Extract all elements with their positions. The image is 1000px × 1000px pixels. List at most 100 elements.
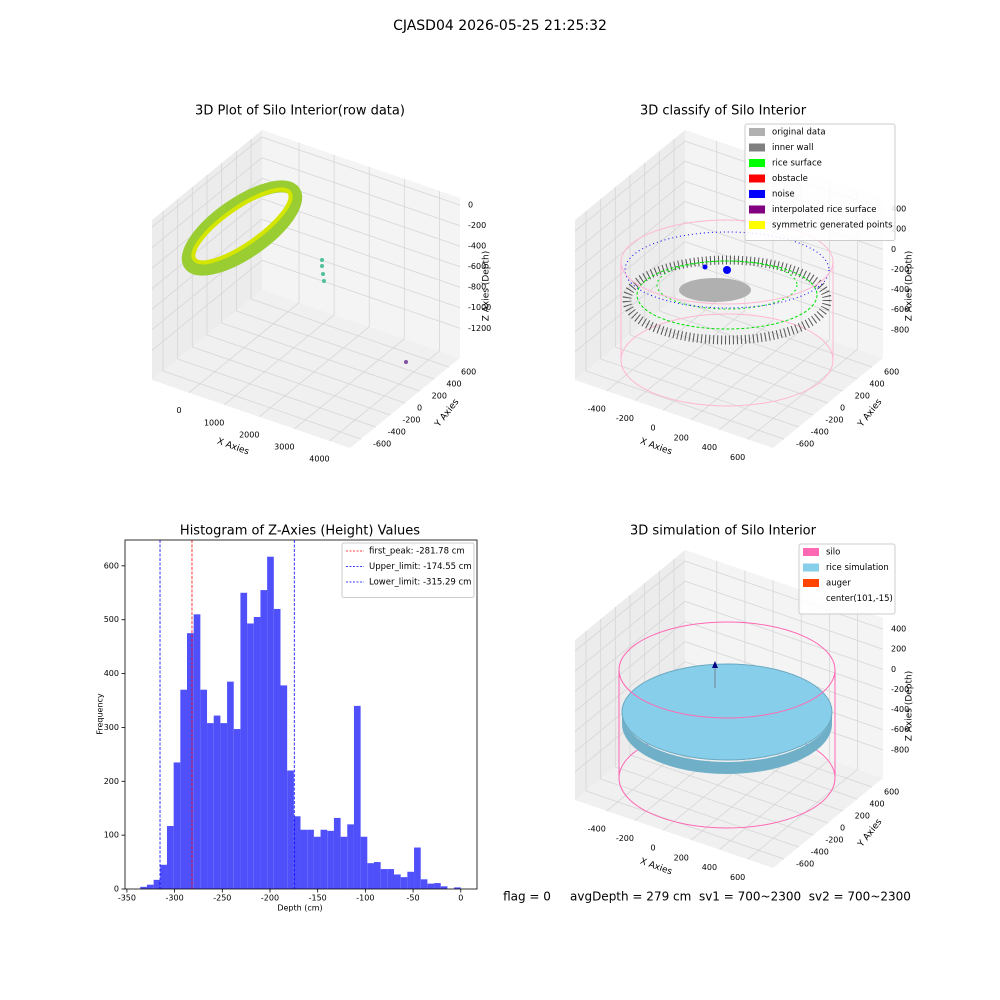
y-tick-label: 200 bbox=[855, 812, 870, 821]
legend-label: noise bbox=[772, 190, 795, 200]
y-tick-label: 400 bbox=[869, 800, 884, 809]
x-tick-label: 3000 bbox=[274, 442, 294, 451]
bar bbox=[440, 886, 448, 889]
y-tick-label: -200 bbox=[402, 416, 420, 425]
bar bbox=[387, 869, 395, 889]
grid-line bbox=[162, 370, 362, 440]
bar bbox=[347, 824, 354, 889]
y-tick-label: 0 bbox=[840, 404, 845, 413]
grid-line bbox=[659, 310, 858, 380]
x-tick-label: -100 bbox=[356, 894, 374, 903]
bar bbox=[273, 608, 281, 889]
point bbox=[321, 272, 325, 276]
bar bbox=[153, 879, 161, 889]
grid-line bbox=[151, 198, 263, 290]
point bbox=[320, 258, 324, 262]
z-tick-label: -800 bbox=[468, 283, 486, 292]
point bbox=[320, 264, 324, 268]
rice-ring bbox=[181, 180, 303, 276]
y-tick-label: 400 bbox=[446, 380, 461, 389]
legend-box bbox=[341, 542, 475, 598]
z-tick-label: 200 bbox=[891, 645, 906, 654]
z-tick-label: -200 bbox=[891, 685, 909, 694]
z-tick-label: -800 bbox=[891, 745, 909, 754]
silo-top bbox=[620, 219, 834, 305]
grid-line bbox=[629, 754, 829, 824]
bar bbox=[373, 862, 381, 889]
bar bbox=[454, 887, 461, 889]
z-tick-label: -200 bbox=[468, 221, 486, 230]
x-tick-label: -50 bbox=[407, 894, 420, 903]
grid-line bbox=[574, 641, 686, 732]
legend-patch bbox=[749, 143, 765, 152]
y-tick-label: 600 bbox=[884, 788, 899, 797]
x-tick-label: 0 bbox=[651, 844, 656, 853]
grid-line bbox=[574, 261, 686, 353]
grid-line bbox=[684, 600, 884, 670]
z-tick-label: -200 bbox=[891, 265, 909, 274]
bar bbox=[207, 723, 214, 889]
bar bbox=[307, 829, 314, 889]
legend-label: auger bbox=[826, 579, 851, 589]
y-axis-label: Frequency bbox=[96, 693, 105, 735]
legend-label: inner wall bbox=[772, 143, 813, 153]
figure-title: CJASD04 2026-05-25 21:25:32 bbox=[393, 18, 607, 34]
y-tick-label: 100 bbox=[104, 831, 119, 840]
bar bbox=[220, 723, 228, 889]
grid-line bbox=[615, 766, 814, 836]
bar bbox=[200, 689, 208, 889]
z-tick-label: 0 bbox=[891, 665, 896, 674]
x-tick-label: 400 bbox=[702, 443, 717, 452]
grid-line bbox=[600, 358, 799, 428]
x-tick-label: -150 bbox=[309, 894, 327, 903]
bar bbox=[160, 864, 167, 889]
x-tick-label: 600 bbox=[730, 873, 745, 882]
grid-line bbox=[151, 136, 263, 228]
legend-patch bbox=[803, 563, 819, 572]
y-tick-label: 600 bbox=[104, 561, 119, 570]
legend-label: rice surface bbox=[772, 159, 822, 169]
x-tick-label: -200 bbox=[616, 414, 634, 423]
bar bbox=[434, 883, 441, 889]
bar bbox=[233, 729, 241, 889]
grid-line bbox=[574, 621, 686, 712]
y-tick-label: -600 bbox=[373, 440, 391, 449]
bar bbox=[320, 829, 328, 889]
legend-patch bbox=[803, 579, 819, 587]
bar bbox=[287, 770, 294, 889]
bar bbox=[400, 877, 408, 889]
legend-label: Upper_limit: -174.55 cm bbox=[369, 562, 472, 572]
legend-label: obstacle bbox=[772, 174, 808, 184]
bar bbox=[240, 592, 248, 889]
bar bbox=[313, 836, 321, 889]
grid-line bbox=[574, 601, 686, 692]
bar bbox=[140, 886, 147, 889]
z-tick-label: -1000 bbox=[468, 303, 491, 312]
bar bbox=[367, 863, 374, 889]
bar bbox=[187, 633, 194, 889]
legend-box bbox=[798, 543, 896, 615]
chart-title: 3D simulation of Silo Interior bbox=[630, 524, 817, 539]
z-tick-label: 400 bbox=[891, 625, 906, 634]
y-tick-label: -600 bbox=[796, 860, 814, 869]
bar bbox=[427, 883, 435, 889]
grid-line bbox=[192, 346, 391, 416]
axes-frame bbox=[124, 539, 478, 890]
grid-line bbox=[585, 370, 785, 440]
bar bbox=[146, 884, 154, 889]
legend-label: silo bbox=[826, 548, 840, 558]
chart-title: 3D Plot of Silo Interior(row data) bbox=[195, 104, 405, 119]
y-tick-label: 300 bbox=[104, 723, 119, 732]
bar bbox=[414, 847, 421, 889]
bar bbox=[180, 689, 188, 889]
noise-ring bbox=[624, 231, 830, 309]
status-footer: flag = 0 avgDepth = 279 cm sv1 = 700~230… bbox=[503, 890, 911, 904]
grid-line bbox=[684, 241, 884, 311]
grid-line bbox=[261, 136, 461, 206]
bar bbox=[227, 681, 234, 889]
bar bbox=[193, 614, 201, 889]
x-tick-label: 600 bbox=[730, 453, 745, 462]
grid-line bbox=[261, 157, 461, 227]
x-tick-label: 0 bbox=[176, 406, 181, 415]
